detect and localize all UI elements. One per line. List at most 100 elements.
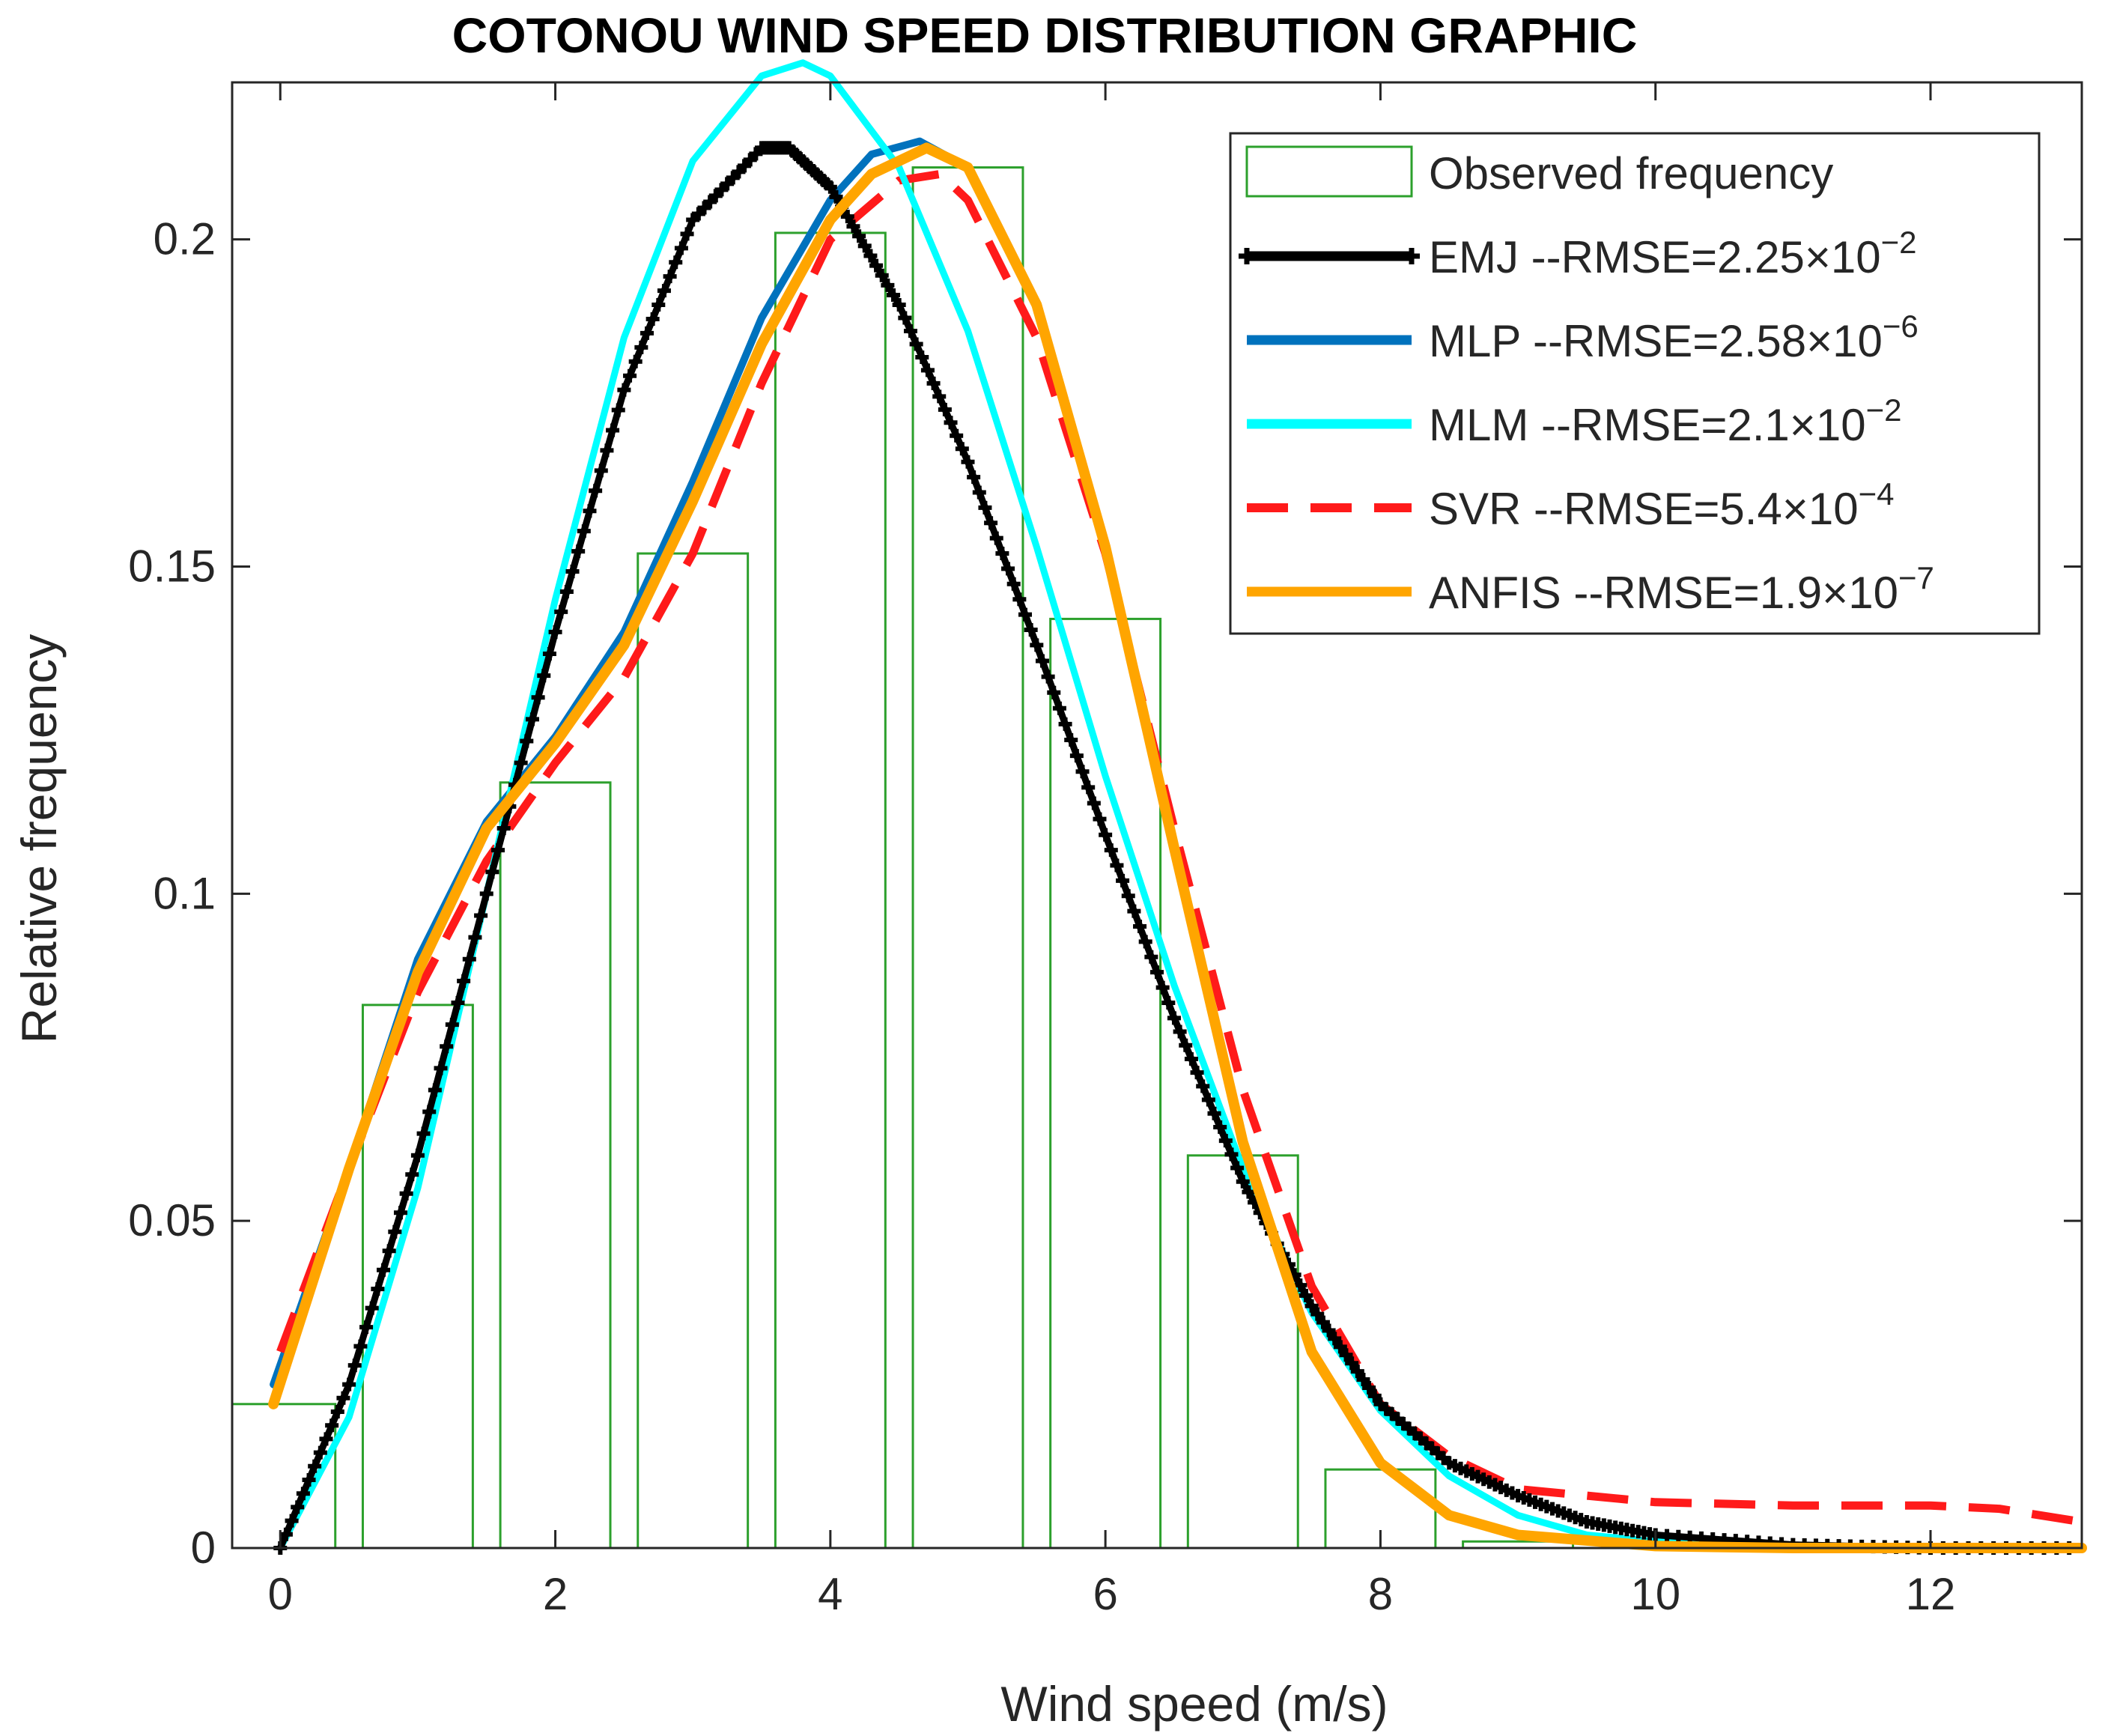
series-marker-emj bbox=[336, 1391, 350, 1405]
series-marker-emj bbox=[537, 669, 551, 683]
series-marker-emj bbox=[857, 239, 872, 253]
series-marker-emj bbox=[1316, 1315, 1330, 1329]
series-marker-emj bbox=[1161, 995, 1176, 1010]
x-tick-label: 10 bbox=[1630, 1569, 1680, 1619]
series-marker-emj bbox=[542, 646, 556, 661]
series-marker-emj bbox=[440, 1040, 454, 1054]
series-marker-emj bbox=[1322, 1323, 1336, 1338]
legend-rmse-times-ten: ×10 bbox=[1782, 484, 1859, 534]
series-marker-emj bbox=[1196, 1079, 1210, 1093]
series-marker-emj bbox=[1190, 1066, 1204, 1080]
series-marker-emj bbox=[308, 1459, 322, 1473]
series-marker-emj bbox=[1030, 638, 1044, 652]
series-marker-emj bbox=[377, 1263, 391, 1277]
legend-series-name: EMJ bbox=[1429, 232, 1519, 282]
series-marker-emj bbox=[1299, 1288, 1313, 1302]
legend-rmse-times-ten: ×10 bbox=[1806, 316, 1883, 366]
series-layer bbox=[268, 59, 2087, 1555]
series-marker-emj bbox=[955, 442, 969, 456]
legend-rmse-times-ten: ×10 bbox=[1805, 232, 1881, 282]
series-marker-emj bbox=[1362, 1380, 1376, 1394]
series-marker-emj bbox=[1087, 796, 1101, 810]
series-marker-emj bbox=[520, 734, 534, 748]
series-marker-emj bbox=[1138, 935, 1152, 949]
series-marker-emj bbox=[1173, 1025, 1187, 1039]
series-marker-emj bbox=[302, 1472, 316, 1487]
legend-label-mlm: MLM --RMSE=2.1×10−2 bbox=[1429, 392, 1901, 450]
series-marker-emj bbox=[496, 821, 511, 835]
series-marker-emj bbox=[577, 524, 591, 538]
series-marker-emj bbox=[623, 368, 637, 383]
legend-rmse-exponent: −7 bbox=[1898, 560, 1934, 595]
series-marker-emj bbox=[347, 1359, 362, 1373]
series-line-anfis bbox=[268, 142, 2087, 1553]
series-marker-emj bbox=[903, 324, 917, 338]
series-marker-emj bbox=[1304, 1299, 1319, 1313]
series-marker-emj bbox=[1236, 1174, 1250, 1189]
series-marker-emj bbox=[485, 865, 499, 879]
series-marker-emj bbox=[445, 1018, 459, 1032]
series-marker-emj bbox=[548, 625, 562, 639]
series-marker-emj bbox=[674, 241, 688, 255]
series-marker-emj bbox=[875, 268, 889, 282]
series-marker-emj bbox=[606, 423, 620, 437]
legend-entry-mlm: MLM --RMSE=2.1×10−2 bbox=[1247, 392, 1901, 450]
x-tick-label: 0 bbox=[268, 1569, 293, 1619]
legend-rmse-prefix: --RMSE= bbox=[1561, 568, 1760, 618]
series-marker-emj bbox=[342, 1377, 356, 1391]
series-marker-emj bbox=[1339, 1348, 1353, 1362]
series-marker-emj bbox=[589, 484, 603, 498]
series-marker-emj bbox=[1024, 622, 1038, 637]
series-marker-emj bbox=[1207, 1106, 1221, 1120]
series-marker-emj bbox=[325, 1418, 339, 1433]
series-marker-emj bbox=[961, 455, 975, 469]
series-marker-emj bbox=[1058, 717, 1072, 731]
series-marker-emj bbox=[1144, 950, 1158, 964]
series-marker-emj bbox=[382, 1244, 396, 1258]
x-tick-label: 8 bbox=[1368, 1569, 1393, 1619]
series-marker-emj bbox=[388, 1224, 402, 1239]
y-axis-label: Relative frequency bbox=[11, 634, 67, 1044]
series-marker-emj bbox=[840, 210, 854, 224]
series-marker-emj bbox=[422, 1105, 437, 1119]
legend-label-observed: Observed frequency bbox=[1429, 148, 1833, 198]
series-marker-emj bbox=[279, 1527, 293, 1541]
series-marker-emj bbox=[1155, 980, 1170, 995]
series-marker-emj bbox=[1350, 1365, 1364, 1379]
legend-entry-anfis: ANFIS --RMSE=1.9×10−7 bbox=[1247, 560, 1934, 618]
y-tick-label: 0.15 bbox=[128, 541, 216, 592]
legend-series-name: ANFIS bbox=[1429, 568, 1561, 618]
legend-rmse-mantissa: 2.1 bbox=[1727, 400, 1789, 450]
series-marker-emj bbox=[1116, 873, 1130, 887]
legend-rmse-mantissa: 2.25 bbox=[1717, 232, 1805, 282]
series-marker-emj bbox=[680, 227, 694, 241]
series-marker-emj bbox=[984, 516, 998, 530]
series-marker-emj bbox=[405, 1168, 419, 1182]
series-marker-emj bbox=[491, 843, 505, 858]
series-marker-emj bbox=[995, 547, 1009, 561]
series-marker-emj bbox=[600, 443, 614, 458]
series-marker-emj bbox=[852, 229, 866, 243]
series-marker-emj bbox=[1069, 749, 1084, 763]
legend-rmse-mantissa: 1.9 bbox=[1760, 568, 1822, 618]
series-marker-emj bbox=[525, 712, 539, 726]
series-marker-emj bbox=[330, 1404, 344, 1418]
legend-rmse-prefix: --RMSE= bbox=[1521, 484, 1719, 534]
series-marker-emj bbox=[1167, 1011, 1181, 1025]
series-marker-emj bbox=[617, 383, 631, 397]
legend-label-emj: EMJ --RMSE=2.25×10−2 bbox=[1429, 225, 1916, 282]
series-marker-emj bbox=[657, 284, 671, 298]
series-marker-emj bbox=[892, 298, 906, 312]
legend-rmse-exponent: −2 bbox=[1881, 225, 1917, 260]
series-marker-emj bbox=[1104, 843, 1118, 858]
series-marker-emj bbox=[457, 974, 471, 988]
series-marker-emj bbox=[978, 500, 992, 515]
series-marker-emj bbox=[1660, 1529, 1674, 1543]
legend-entry-mlp: MLP --RMSE=2.58×10−6 bbox=[1247, 309, 1919, 366]
series-marker-emj bbox=[1047, 685, 1061, 699]
series-marker-emj bbox=[285, 1514, 299, 1528]
series-marker-emj bbox=[1201, 1093, 1215, 1107]
legend-rmse-times-ten: ×10 bbox=[1790, 400, 1866, 450]
